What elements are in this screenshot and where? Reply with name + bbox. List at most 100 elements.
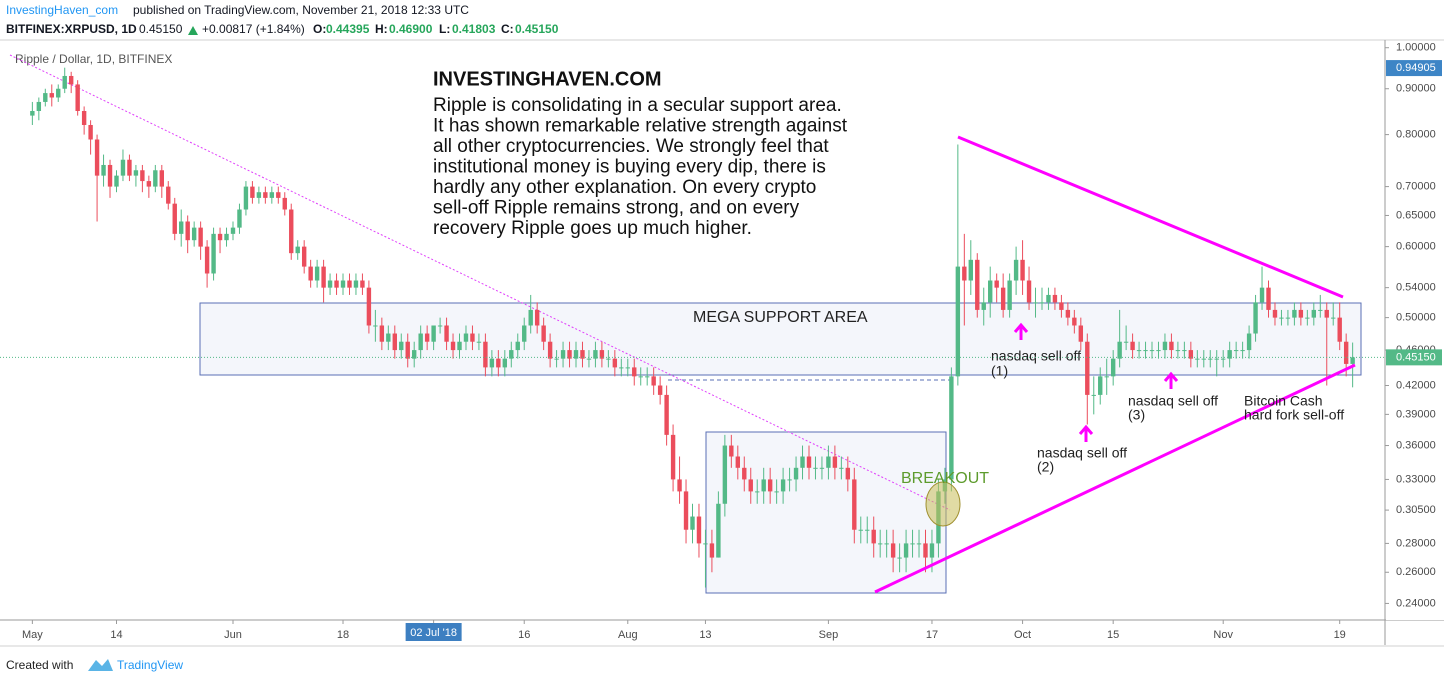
candle-body [1046, 294, 1051, 303]
candle-body [1305, 317, 1310, 319]
candle-body [1343, 341, 1349, 364]
annotation-line: sell-off Ripple remains strong, and on e… [433, 198, 800, 219]
candle-body [327, 280, 333, 288]
candle-body [502, 358, 508, 368]
candle-body [612, 358, 618, 368]
candle-body [1266, 287, 1271, 310]
candle-body [1324, 309, 1329, 318]
candle-body [651, 376, 656, 386]
y-tick-label: 0.60000 [1396, 241, 1436, 253]
candle-body [81, 110, 87, 125]
candle-body [729, 445, 734, 457]
candle-body [1318, 309, 1323, 311]
y-tick-label: 0.50000 [1396, 312, 1436, 324]
candle-body [1162, 341, 1168, 351]
candle-body [709, 543, 715, 558]
candle-body [1033, 302, 1038, 304]
y-tick-label: 0.65000 [1396, 209, 1436, 221]
annotation-body: Ripple is consolidating in a secular sup… [433, 95, 848, 239]
candle-body [191, 227, 197, 241]
candle-body [1195, 358, 1200, 360]
arrows [1013, 322, 1179, 442]
price-line-label: 0.45150 [1396, 351, 1436, 363]
note: nasdaq sell off [991, 348, 1081, 364]
candle-body [1350, 357, 1355, 364]
note: hard fork sell-off [1244, 407, 1344, 423]
candle-body [211, 233, 216, 274]
candle-body [748, 479, 753, 492]
annotation-line: It has shown remarkable relative strengt… [433, 116, 848, 137]
close-value: 0.45150 [515, 22, 559, 36]
candle-body [496, 358, 501, 368]
candle-body [43, 93, 48, 102]
y-tick-label: 0.70000 [1396, 181, 1436, 193]
candle-body [1253, 302, 1258, 334]
candle-body [683, 491, 689, 530]
candle-body [567, 350, 572, 359]
candle-body [910, 543, 915, 545]
brand-link[interactable]: TradingView [117, 658, 183, 672]
x-tick-label: May [22, 629, 43, 641]
lower-trend-line [874, 363, 1356, 594]
candle-body [470, 333, 475, 342]
candle-body [929, 543, 935, 558]
candle-body [1337, 317, 1342, 342]
candle-body [1078, 325, 1084, 342]
candle-body [534, 309, 540, 326]
candle-body [884, 543, 889, 545]
candle-body [890, 543, 896, 558]
candle-body [1311, 309, 1317, 318]
candle-body [437, 325, 443, 327]
candle-body [301, 246, 307, 267]
x-tick-label: 17 [926, 629, 938, 641]
candle-body [1214, 358, 1219, 360]
candle-body [166, 186, 171, 204]
candle-body [289, 209, 294, 254]
close-label: C: [501, 22, 514, 36]
candle-body [1156, 350, 1161, 352]
candle-body [489, 358, 495, 368]
candle-body [360, 280, 365, 288]
candle-body [68, 75, 74, 85]
y-tick-label: 0.39000 [1396, 408, 1436, 420]
note: nasdaq sell off [1128, 393, 1218, 409]
candle-body [742, 467, 747, 480]
candle-body [690, 516, 695, 530]
candle-body [224, 233, 229, 241]
arrow [1013, 322, 1029, 340]
candle-body [1104, 376, 1109, 378]
candle-body [412, 350, 417, 359]
candle-body [250, 186, 255, 198]
candle-body [185, 221, 190, 241]
annotation-line: recovery Ripple goes up much higher. [433, 218, 752, 239]
candle-body [664, 394, 669, 435]
low-label: L: [439, 22, 450, 36]
arrow [1078, 424, 1094, 442]
candles [30, 67, 1355, 588]
candle-body [444, 325, 449, 342]
candle-body [1020, 259, 1025, 281]
y-tick-label: 0.33000 [1396, 473, 1436, 485]
candle-body [1221, 358, 1226, 360]
candle-body [230, 227, 236, 234]
candle-body [204, 246, 210, 274]
candle-body [826, 456, 831, 468]
candle-body [599, 350, 605, 359]
candle-body [179, 221, 184, 234]
candle-body [101, 164, 106, 176]
candle-body [852, 479, 857, 530]
candle-body [813, 467, 818, 469]
candle-body [62, 75, 67, 89]
candle-body [392, 333, 397, 351]
candle-body [1188, 350, 1194, 359]
candle-body [1285, 317, 1291, 319]
candle-body [839, 467, 844, 469]
author-link[interactable]: InvestingHaven_com [6, 3, 118, 17]
candle-body [975, 259, 980, 310]
high-label: H: [375, 22, 388, 36]
candle-body [994, 280, 999, 288]
candle-body [832, 456, 838, 468]
candle-body [1233, 350, 1239, 352]
published-info: published on TradingView.com, November 2… [133, 3, 469, 17]
high-marker-label: 0.94905 [1396, 62, 1436, 74]
